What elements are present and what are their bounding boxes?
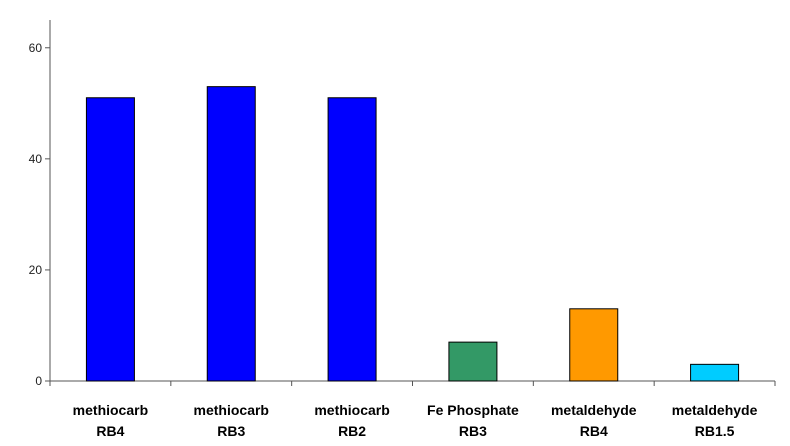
x-tick-label: RB4 [580, 423, 608, 439]
x-tick-label: Fe Phosphate [427, 402, 519, 418]
x-tick-label: metaldehyde [672, 402, 758, 418]
x-tick-label: RB2 [338, 423, 366, 439]
x-tick-label: RB4 [96, 423, 124, 439]
bar [448, 341, 498, 382]
bar [690, 363, 740, 382]
y-tick-label: 0 [35, 374, 42, 388]
bar [85, 97, 135, 382]
y-tick-label: 60 [29, 41, 43, 55]
x-tick-label: metaldehyde [551, 402, 637, 418]
x-axis [49, 380, 776, 386]
bar [569, 308, 619, 382]
x-tick-label: RB3 [459, 423, 487, 439]
x-tick-label: RB1.5 [695, 423, 735, 439]
bar [206, 86, 256, 382]
y-tick-label: 20 [29, 263, 43, 277]
x-tick-label: RB3 [217, 423, 245, 439]
y-axis: 0 20 40 60 [29, 20, 51, 388]
category-labels: methiocarb RB4 methiocarb RB3 methiocarb RB2 F… [73, 402, 758, 439]
bars [85, 86, 740, 382]
bar [327, 97, 377, 382]
y-tick-label: 40 [29, 152, 43, 166]
x-tick-label: methiocarb [73, 402, 148, 418]
x-tick-label: methiocarb [314, 402, 389, 418]
x-tick-label: methiocarb [194, 402, 269, 418]
